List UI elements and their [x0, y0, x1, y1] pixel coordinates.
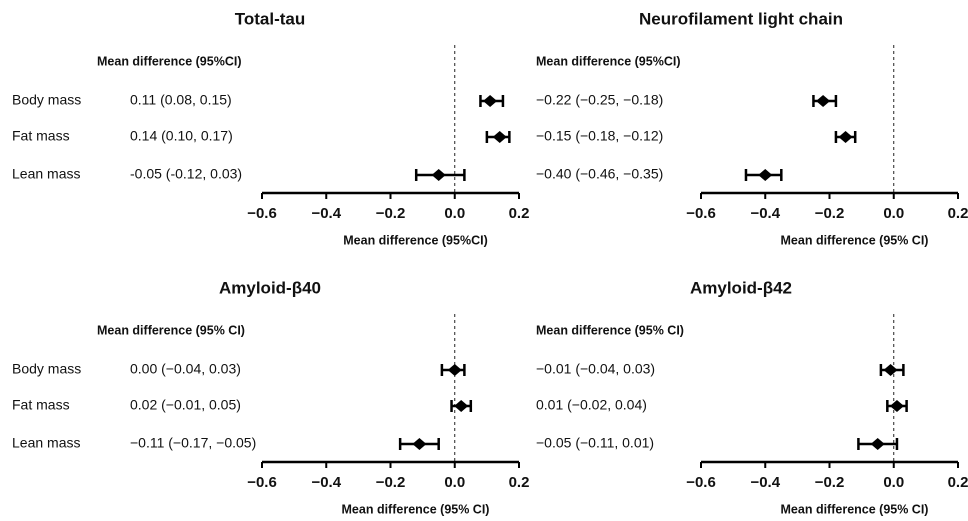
row-label: Fat mass	[12, 397, 70, 413]
point-estimate	[889, 400, 904, 412]
point-estimate	[883, 364, 898, 376]
panel-title: Total-tau	[235, 9, 306, 28]
point-estimate	[816, 95, 831, 107]
row-label: Lean mass	[12, 435, 80, 451]
point-estimate	[447, 364, 462, 376]
point-estimate	[758, 169, 773, 181]
ci-label: −0.15 (−0.18, −0.12)	[536, 128, 663, 144]
x-tick-label: −0.6	[686, 474, 716, 491]
x-tick-label: −0.2	[815, 474, 845, 491]
x-tick-label: −0.4	[750, 474, 780, 491]
point-estimate	[431, 169, 446, 181]
ci-label: −0.22 (−0.25, −0.18)	[536, 92, 663, 108]
point-estimate	[483, 95, 498, 107]
column-header: Mean difference (95%CI)	[536, 54, 680, 68]
x-tick-label: 0.2	[948, 205, 968, 222]
x-axis-label: Mean difference (95% CI)	[781, 233, 929, 247]
ci-label: 0.02 (−0.01, 0.05)	[130, 397, 241, 413]
ci-label: −0.05 (−0.11, 0.01)	[536, 435, 654, 451]
ci-label: 0.14 (0.10, 0.17)	[130, 128, 233, 144]
ci-label: −0.40 (−0.46, −0.35)	[536, 166, 663, 182]
x-axis-label: Mean difference (95%CI)	[343, 233, 487, 247]
x-tick-label: −0.4	[311, 474, 341, 491]
x-tick-label: 0.2	[509, 205, 530, 222]
x-tick-label: 0.0	[883, 205, 904, 222]
point-estimate	[838, 131, 853, 143]
x-axis-label: Mean difference (95% CI)	[342, 502, 490, 516]
x-tick-label: 0.0	[444, 205, 465, 222]
x-tick-label: −0.4	[311, 205, 341, 222]
point-estimate	[492, 131, 507, 143]
panel-title: Amyloid-β42	[690, 278, 792, 297]
panel-title: Amyloid-β40	[219, 278, 321, 297]
x-tick-label: 0.0	[883, 474, 904, 491]
x-tick-label: −0.2	[376, 474, 406, 491]
x-tick-label: −0.2	[376, 205, 406, 222]
row-label: Body mass	[12, 361, 81, 377]
x-tick-label: −0.4	[750, 205, 780, 222]
column-header: Mean difference (95% CI)	[97, 323, 245, 337]
x-tick-label: −0.6	[686, 205, 716, 222]
x-tick-label: −0.6	[247, 474, 277, 491]
row-label: Body mass	[12, 92, 81, 108]
point-estimate	[412, 438, 427, 450]
x-tick-label: 0.2	[948, 474, 968, 491]
ci-label: 0.00 (−0.04, 0.03)	[130, 361, 241, 377]
ci-label: 0.11 (0.08, 0.15)	[130, 92, 232, 108]
panel-title: Neurofilament light chain	[639, 9, 843, 28]
x-tick-label: −0.2	[815, 205, 845, 222]
ci-label: −0.01 (−0.04, 0.03)	[536, 361, 655, 377]
point-estimate	[870, 438, 885, 450]
x-axis-label: Mean difference (95% CI)	[781, 502, 929, 516]
column-header: Mean difference (95%CI)	[97, 54, 241, 68]
row-label: Fat mass	[12, 128, 70, 144]
x-tick-label: −0.6	[247, 205, 277, 222]
row-label: Lean mass	[12, 166, 80, 182]
point-estimate	[454, 400, 469, 412]
column-header: Mean difference (95% CI)	[536, 323, 684, 337]
ci-label: -0.05 (-0.12, 0.03)	[130, 166, 242, 182]
ci-label: 0.01 (−0.02, 0.04)	[536, 397, 647, 413]
x-tick-label: 0.0	[444, 474, 465, 491]
ci-label: −0.11 (−0.17, −0.05)	[130, 435, 256, 451]
x-tick-label: 0.2	[509, 474, 530, 491]
